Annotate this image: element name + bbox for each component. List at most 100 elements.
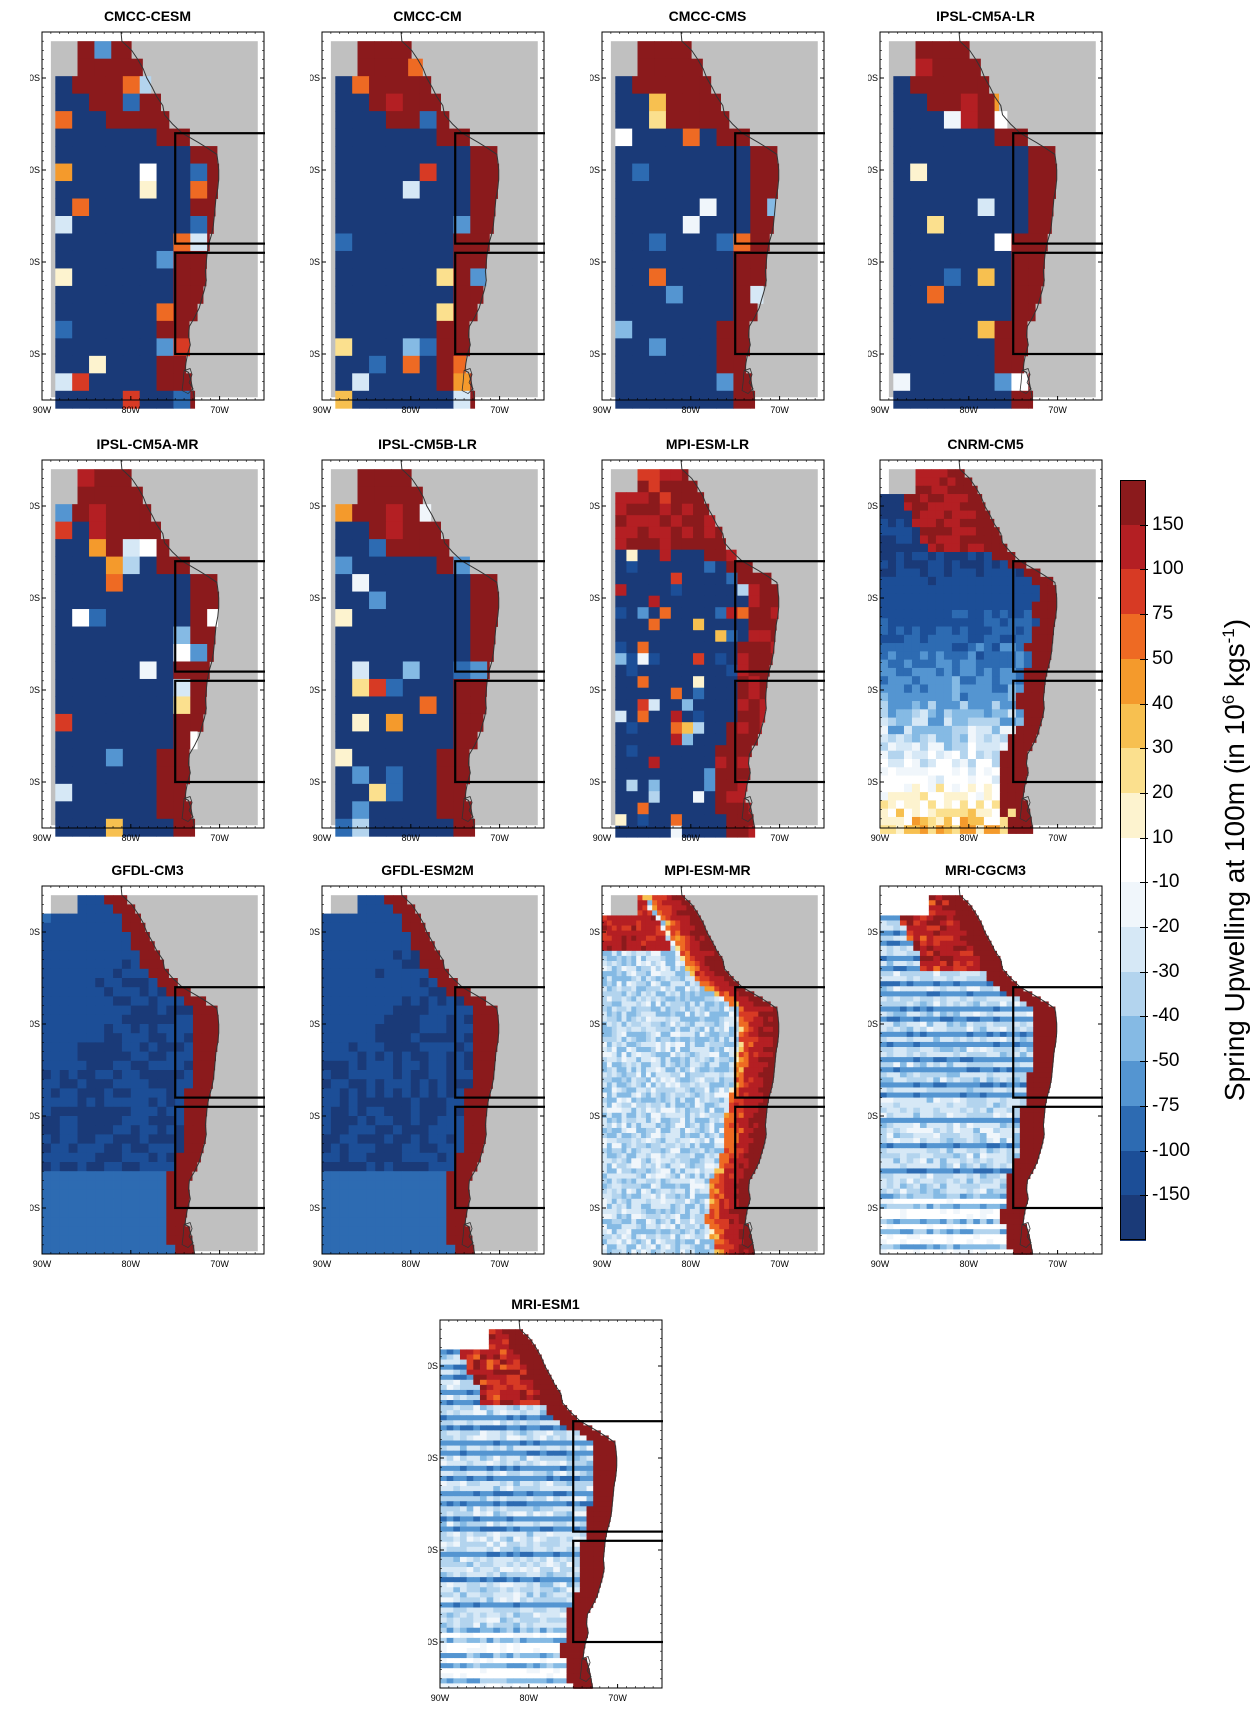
data-cell — [896, 535, 904, 544]
data-cell — [42, 1079, 51, 1089]
data-cell — [352, 129, 369, 147]
data-cell — [352, 111, 369, 129]
data-cell — [89, 216, 106, 234]
data-cell — [335, 373, 352, 391]
data-cell — [429, 960, 438, 970]
data-cell — [375, 1144, 384, 1154]
data-cell — [140, 941, 149, 951]
data-cell — [638, 619, 650, 631]
data-cell — [984, 627, 992, 636]
data-cell — [473, 1033, 482, 1043]
data-cell — [750, 181, 767, 199]
data-cell — [904, 511, 912, 520]
data-cell — [682, 561, 694, 573]
data-cell — [42, 1125, 51, 1135]
data-cell — [952, 817, 960, 826]
data-cell — [1008, 817, 1016, 826]
data-cell — [976, 800, 984, 809]
data-cell — [393, 904, 402, 914]
data-cell — [632, 216, 649, 234]
data-cell — [104, 904, 113, 914]
data-cell — [1032, 709, 1040, 718]
data-cell — [402, 1199, 411, 1209]
data-cell — [157, 1125, 166, 1135]
data-cell — [420, 251, 437, 269]
data-cell — [968, 709, 976, 718]
data-cell — [140, 1033, 149, 1043]
data-cell — [420, 1153, 429, 1163]
data-cell — [42, 932, 51, 942]
data-cell — [86, 996, 95, 1006]
data-cell — [55, 627, 72, 645]
data-cell — [928, 560, 936, 569]
data-cell — [122, 1006, 131, 1016]
data-cell — [928, 618, 936, 627]
data-cell — [976, 651, 984, 660]
data-cell — [128, 59, 143, 77]
data-cell — [366, 904, 375, 914]
upwelling-map: 10S20S30S40S90W80W70W — [590, 26, 825, 426]
data-cell — [384, 941, 393, 951]
data-cell — [949, 41, 966, 59]
data-cell — [95, 1190, 104, 1200]
data-cell — [928, 776, 936, 785]
data-cell — [51, 1116, 60, 1126]
data-cell — [149, 1217, 158, 1227]
data-cell — [920, 709, 928, 718]
data-cell — [682, 469, 689, 481]
data-cell — [55, 199, 72, 217]
data-cell — [322, 923, 331, 933]
data-cell — [322, 996, 331, 1006]
data-cell — [615, 757, 627, 769]
data-cell — [202, 1024, 211, 1034]
data-cell — [157, 574, 174, 592]
data-cell — [626, 504, 638, 516]
data-cell — [420, 111, 437, 129]
data-cell — [615, 607, 627, 619]
data-cell — [1016, 618, 1024, 627]
data-cell — [51, 1015, 60, 1025]
data-cell — [660, 504, 672, 516]
data-cell — [402, 1098, 411, 1108]
data-cell — [402, 1052, 411, 1062]
data-cell — [358, 914, 367, 924]
data-cell — [992, 701, 1000, 710]
data-cell — [106, 233, 123, 251]
data-cell — [51, 1190, 60, 1200]
data-cell — [408, 59, 423, 77]
data-cell — [322, 1125, 331, 1135]
data-cell — [94, 41, 111, 59]
data-cell — [393, 1042, 402, 1052]
data-cell — [331, 1070, 340, 1080]
data-cell — [184, 1153, 193, 1163]
data-cell — [175, 1153, 184, 1163]
data-cell — [968, 668, 976, 677]
map-panel: IPSL-CM5B-LR10S20S30S40S90W80W70W — [310, 436, 545, 851]
data-cell — [375, 996, 384, 1006]
data-cell — [455, 1024, 464, 1034]
data-cell — [992, 569, 1000, 578]
data-cell — [952, 527, 960, 536]
data-cell — [55, 661, 72, 679]
data-cell — [904, 527, 912, 536]
data-cell — [72, 592, 89, 610]
data-cell — [184, 1144, 193, 1154]
data-cell — [86, 987, 95, 997]
data-cell — [649, 94, 666, 112]
data-cell — [113, 1125, 122, 1135]
data-cell — [437, 1208, 446, 1218]
data-cell — [86, 1217, 95, 1227]
data-cell — [927, 129, 944, 147]
data-cell — [157, 1236, 166, 1246]
data-cell — [149, 960, 158, 970]
data-cell — [384, 1116, 393, 1126]
lon-label: 80W — [402, 833, 421, 843]
data-cell — [411, 1190, 420, 1200]
data-cell — [896, 792, 904, 801]
data-cell — [992, 527, 1000, 536]
data-cell — [968, 742, 976, 751]
data-cell — [961, 356, 978, 374]
data-cell — [411, 978, 420, 988]
data-cell — [352, 94, 369, 112]
data-cell — [369, 94, 386, 112]
